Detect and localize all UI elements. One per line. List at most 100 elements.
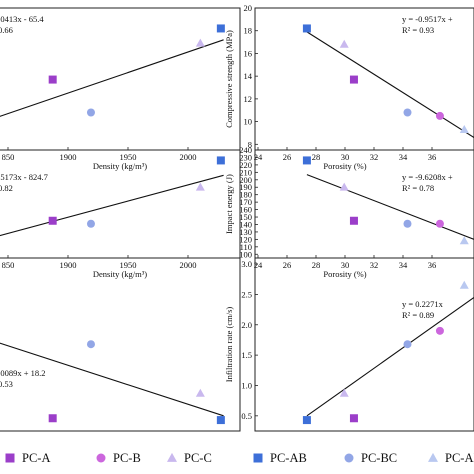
data-point-pc-a xyxy=(48,216,57,225)
x-tick-label: 1900 xyxy=(60,152,77,162)
x-tick-label: 24 xyxy=(254,260,263,270)
fit-line xyxy=(306,31,474,138)
y-tick-label: 10 xyxy=(244,117,253,127)
legend-item-pc-c: PC-C xyxy=(167,451,212,465)
legend-label: PC-ABC xyxy=(445,451,474,465)
fit-line xyxy=(0,342,224,417)
data-point-pc-ab xyxy=(302,24,311,33)
data-point-pc-bc xyxy=(403,108,412,117)
data-point-pc-ab xyxy=(302,416,311,425)
legend-item-pc-bc: PC-BC xyxy=(344,451,397,465)
y-tick-label: 130 xyxy=(239,227,252,237)
legend-marker-pc-b xyxy=(96,453,106,463)
y-tick-label: 3.0 xyxy=(241,259,252,269)
y-tick-label: 140 xyxy=(239,219,252,229)
regression-equation: 0.0413x - 65.4 xyxy=(0,14,44,24)
x-tick-label: 34 xyxy=(399,152,408,162)
y-tick-label: 220 xyxy=(239,160,252,170)
r-squared: 0.53 xyxy=(0,379,13,389)
data-point-pc-bc xyxy=(86,108,95,117)
data-point-pc-c xyxy=(339,182,349,191)
panel-porosity-vs-infiltration: 0.5 1.0 1.5 2.0 2.5 3.0 Infiltration rate (cm/… xyxy=(224,257,474,432)
data-point-pc-ab xyxy=(216,416,225,425)
y-axis-title: Infiltration rate (cm/s) xyxy=(224,307,234,383)
data-point-pc-c xyxy=(195,182,205,191)
x-tick-label: 850 xyxy=(2,152,15,162)
plot-frame xyxy=(0,7,241,151)
data-point-pc-a xyxy=(349,75,358,84)
y-tick-label: 150 xyxy=(239,212,252,222)
x-tick-label: 850 xyxy=(2,260,15,270)
legend-item-pc-ab: PC-AB xyxy=(253,451,307,465)
data-point-pc-abc xyxy=(459,124,469,133)
data-point-pc-ab xyxy=(216,24,225,33)
legend-marker-pc-ab xyxy=(253,453,263,463)
panel-porosity-vs-strength: 8 10 12 14 16 18 20 24 26 28 30 32 34 36 Porosity (%) C… xyxy=(224,3,474,171)
legend-marker-pc-a xyxy=(5,453,15,463)
data-point-pc-b xyxy=(435,219,444,228)
plot-frame xyxy=(254,257,474,432)
panel-density-vs-strength: 850 1900 1950 2000 Density (kg/m³) 0.0413x - … xyxy=(0,7,241,171)
data-point-pc-a xyxy=(48,75,57,84)
r-squared: 0.66 xyxy=(0,25,13,35)
y-tick-label: 0.5 xyxy=(241,411,252,421)
legend: PC-A PC-B PC-C PC-AB PC-BC PC-ABC xyxy=(5,451,474,465)
fit-line xyxy=(306,174,474,240)
y-tick-label: 18 xyxy=(244,26,253,36)
legend-label: PC-B xyxy=(113,451,141,465)
x-axis-title: Porosity (%) xyxy=(323,161,366,171)
y-tick-label: 120 xyxy=(239,234,252,244)
data-point-pc-a xyxy=(349,414,358,423)
regression-equation: 0.5173x - 824.7 xyxy=(0,172,48,182)
data-point-pc-c xyxy=(195,388,205,397)
legend-marker-pc-bc xyxy=(344,453,354,463)
y-tick-label: 240 xyxy=(239,145,252,155)
plot-frame xyxy=(0,257,241,432)
y-axis-title: Impact energy (J) xyxy=(224,174,234,234)
data-point-pc-bc xyxy=(86,219,95,228)
y-tick-label: 12 xyxy=(244,94,253,104)
data-point-pc-ab xyxy=(302,156,311,165)
x-tick-label: 2000 xyxy=(180,260,197,270)
y-tick-label: 14 xyxy=(244,71,253,81)
r-squared: R² = 0.78 xyxy=(402,183,434,193)
fit-line xyxy=(0,39,224,117)
x-tick-label: 34 xyxy=(399,260,408,270)
x-tick-label: 28 xyxy=(312,260,321,270)
legend-marker-pc-abc xyxy=(428,452,438,462)
fit-line xyxy=(306,297,474,417)
x-tick-label: 32 xyxy=(370,260,379,270)
x-tick-label: 1900 xyxy=(60,260,77,270)
panel-density-vs-infiltration: 0.0089x + 18.20.53 xyxy=(0,257,241,432)
data-point-pc-c xyxy=(195,38,205,47)
legend-item-pc-a: PC-A xyxy=(5,451,50,465)
y-tick-label: 16 xyxy=(244,48,253,58)
data-point-pc-c xyxy=(339,388,349,397)
regression-equation: y = -0.9517x + xyxy=(402,14,453,24)
plot-frame xyxy=(254,7,474,151)
x-tick-label: 28 xyxy=(312,152,321,162)
y-tick-label: 8 xyxy=(248,139,252,149)
regression-equation: 0.0089x + 18.2 xyxy=(0,368,46,378)
legend-label: PC-A xyxy=(22,451,50,465)
x-axis-title: Density (kg/m³) xyxy=(93,161,147,171)
x-tick-label: 30 xyxy=(341,260,350,270)
y-tick-label: 210 xyxy=(239,167,252,177)
legend-marker-pc-c xyxy=(167,452,177,462)
y-tick-label: 170 xyxy=(239,197,252,207)
data-point-pc-c xyxy=(339,39,349,48)
data-point-pc-bc xyxy=(403,340,412,349)
y-tick-label: 190 xyxy=(239,182,252,192)
data-point-pc-abc xyxy=(459,236,469,245)
x-tick-label: 1950 xyxy=(120,152,137,162)
legend-label: PC-C xyxy=(184,451,212,465)
r-squared: R² = 0.93 xyxy=(402,25,434,35)
x-axis-title: Porosity (%) xyxy=(323,269,366,279)
data-point-pc-bc xyxy=(403,219,412,228)
y-tick-label: 100 xyxy=(239,249,252,259)
fit-line xyxy=(0,174,224,237)
data-point-pc-bc xyxy=(86,340,95,349)
r-squared: R² = 0.89 xyxy=(402,310,434,320)
legend-label: PC-AB xyxy=(270,451,307,465)
